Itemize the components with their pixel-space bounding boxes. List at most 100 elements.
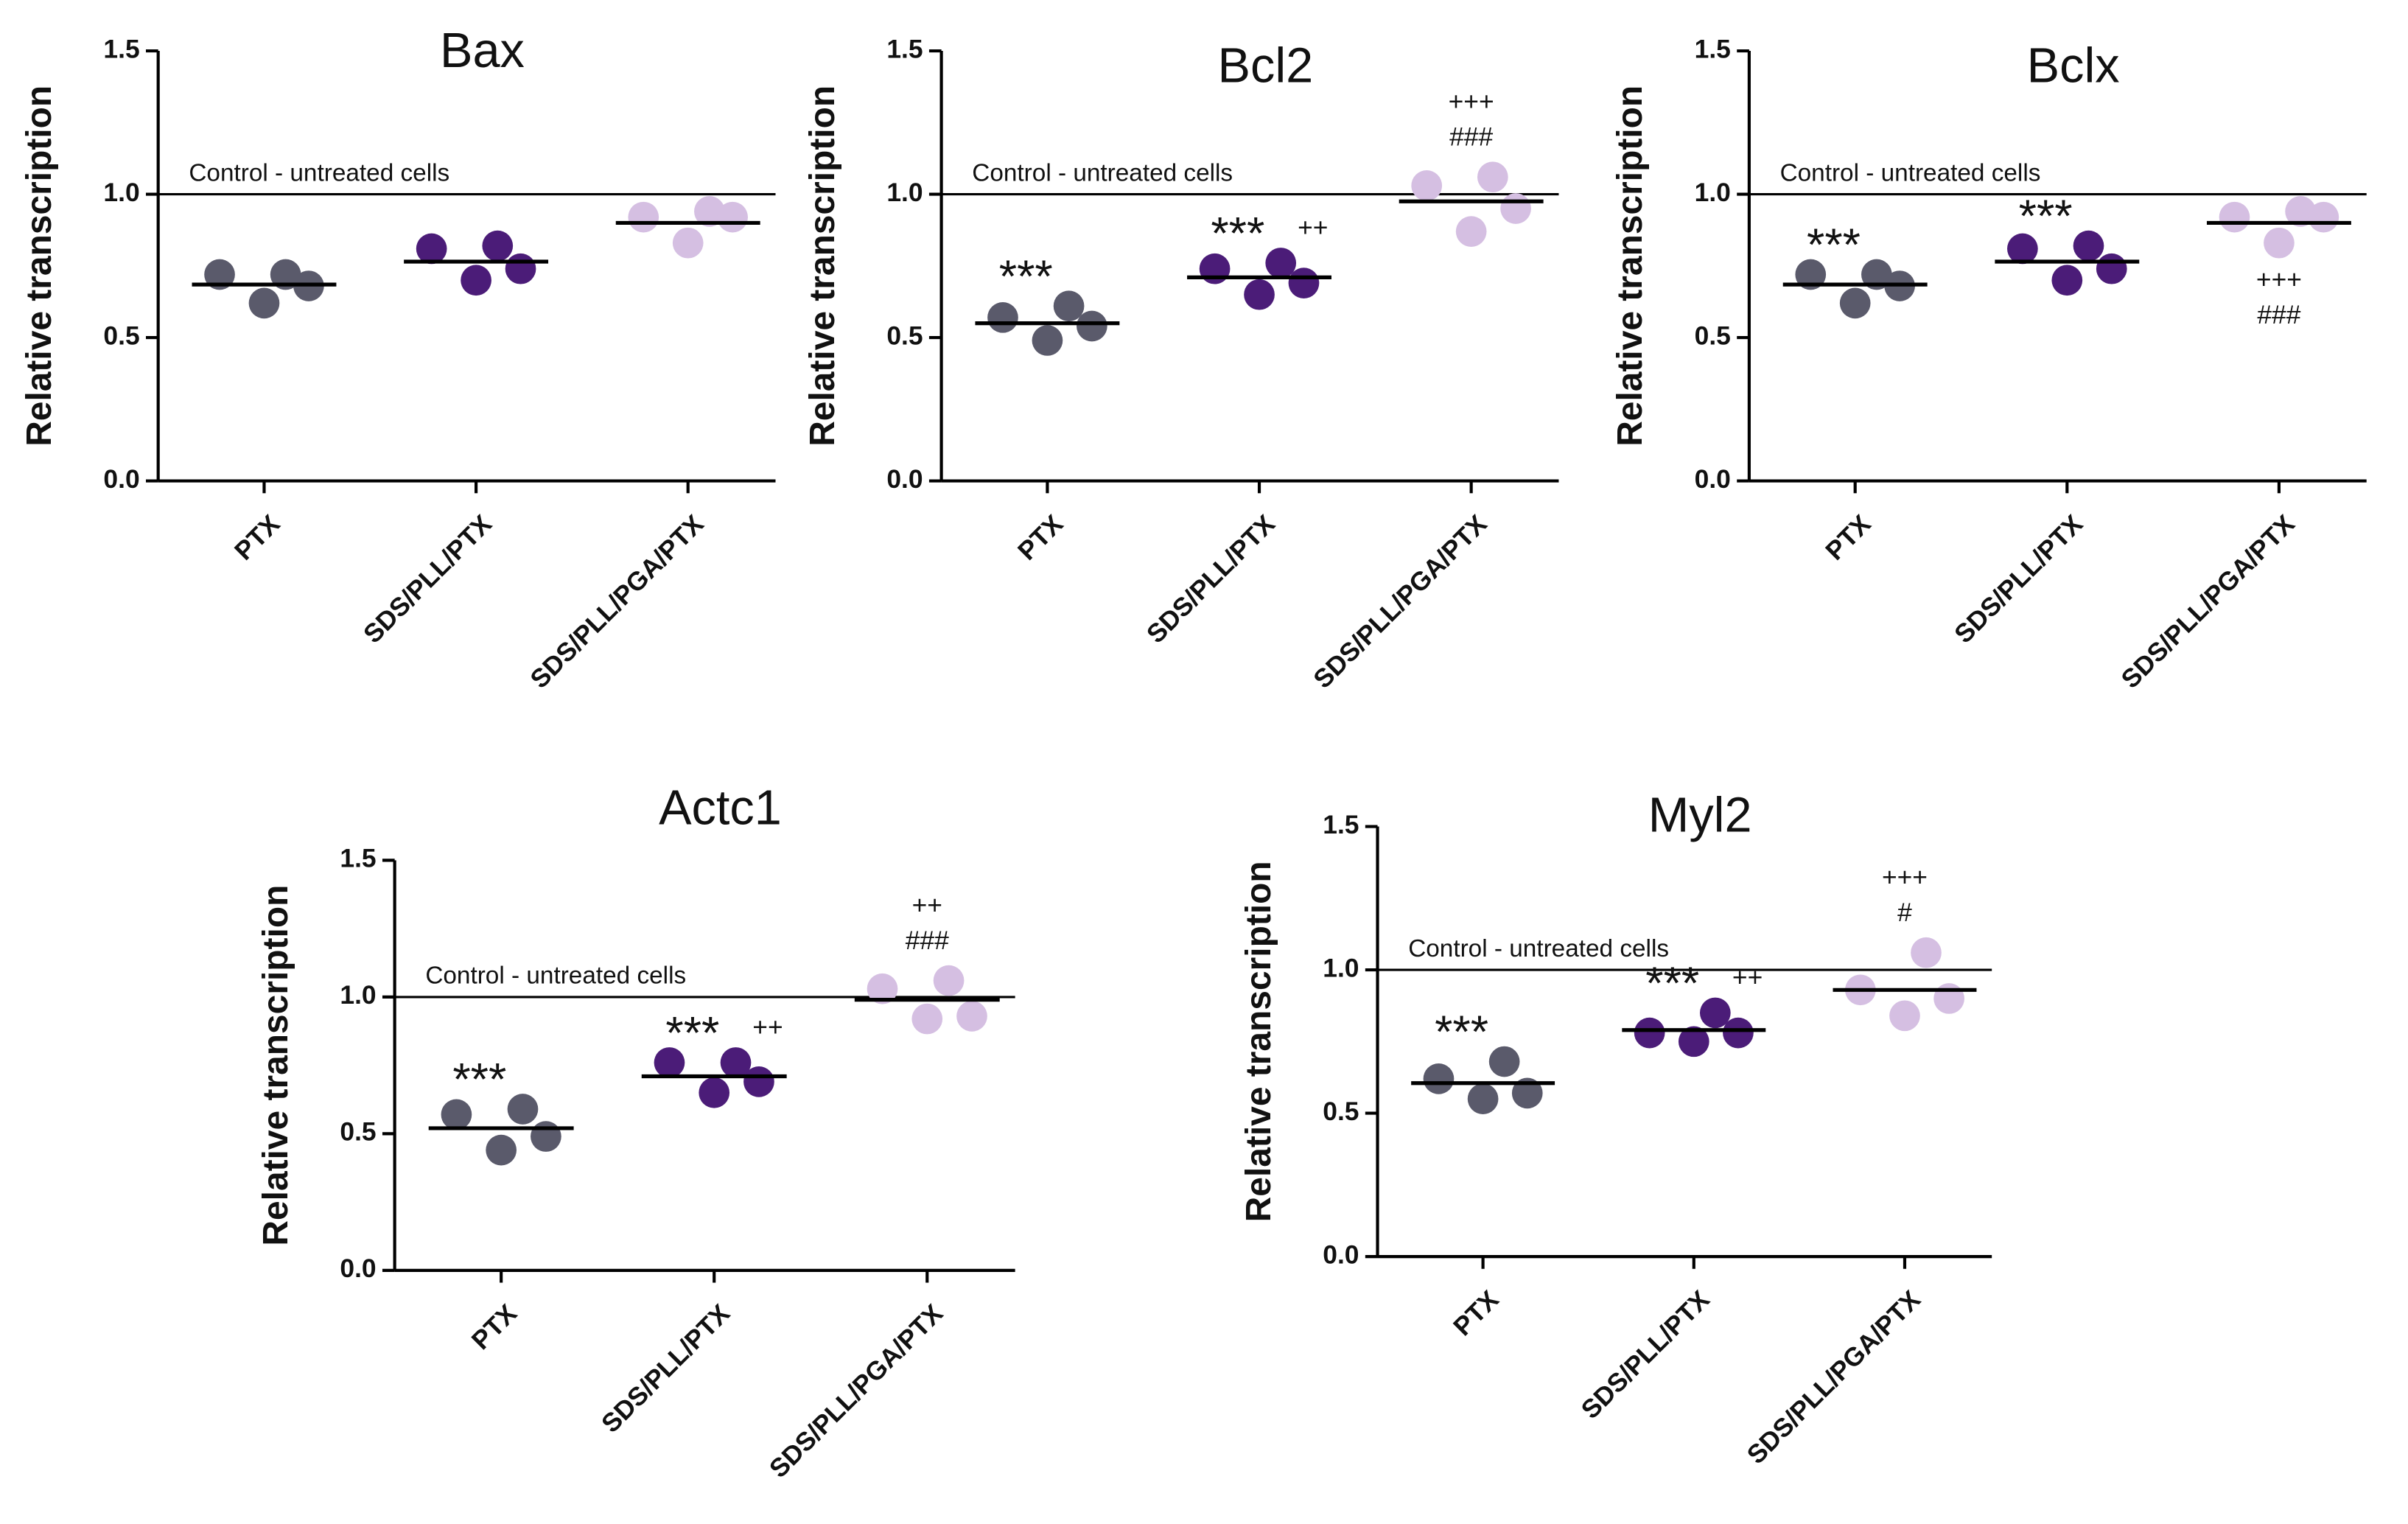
significance-label: ++ [752, 1012, 783, 1041]
data-point [956, 1001, 987, 1032]
data-point [1889, 1000, 1920, 1032]
data-point [1488, 1046, 1520, 1077]
data-point [1455, 216, 1487, 247]
data-point [717, 201, 748, 233]
data-point [2073, 230, 2104, 262]
significance-label: *** [1211, 208, 1264, 259]
y-tick-label: 0.5 [103, 321, 139, 350]
panel: Bcl2 Relative transcription 0.0 0.5 1.0 1.5 Co… [803, 34, 1559, 694]
reference-label: Control - untreated cells [972, 159, 1233, 186]
data-point [2096, 253, 2127, 284]
y-tick-label: 1.5 [886, 34, 923, 63]
significance-label: +++ [1882, 862, 1928, 892]
y-tick-label: 1.0 [1323, 953, 1359, 982]
data-point [1699, 997, 1731, 1029]
y-tick-label: 0.5 [886, 321, 923, 350]
data-point [628, 201, 659, 233]
significance-label: *** [2019, 191, 2073, 242]
data-point [505, 253, 536, 284]
reference-label: Control - untreated cells [425, 962, 686, 990]
data-point [654, 1047, 685, 1078]
x-tick-label: SDS/PLL/PGA/PTX [1308, 509, 1493, 694]
data-point [270, 259, 301, 290]
significance-label: # [1897, 898, 1912, 927]
y-axis-label: Relative transcription [1239, 861, 1278, 1222]
y-tick-label: 0.0 [1695, 464, 1731, 494]
data-point [1634, 1017, 1665, 1049]
x-tick-label: PTX [228, 509, 285, 566]
significance-label: *** [452, 1054, 506, 1105]
data-point [248, 287, 280, 319]
chart-title: Bax [440, 24, 525, 78]
data-point [694, 196, 725, 227]
data-point [1244, 279, 1275, 310]
y-tick-label: 0.5 [1695, 321, 1731, 350]
data-point [416, 233, 447, 265]
significance-label: *** [1435, 1007, 1488, 1058]
significance-label: *** [999, 251, 1053, 302]
data-point [2264, 227, 2295, 259]
data-point [672, 227, 704, 259]
chart-title: Actc1 [659, 780, 782, 835]
panel: Bclx Relative transcription 0.0 0.5 1.0 1.5 Co… [1611, 34, 2367, 694]
data-point [987, 301, 1018, 333]
data-point [2285, 196, 2316, 227]
chart-title: Bcl2 [1218, 39, 1314, 94]
data-point [1500, 193, 1531, 224]
data-point [1411, 170, 1443, 201]
data-point [482, 230, 514, 262]
y-tick-label: 0.5 [340, 1117, 376, 1147]
x-tick-label: SDS/PLL/PGA/PTX [525, 509, 710, 694]
y-tick-label: 1.0 [340, 980, 376, 1010]
chart-title: Bclx [2027, 39, 2120, 94]
y-tick-label: 0.0 [103, 464, 139, 494]
data-point [1511, 1077, 1543, 1109]
reference-label: Control - untreated cells [1408, 935, 1669, 962]
data-point [699, 1077, 730, 1108]
data-point [1265, 248, 1297, 279]
y-tick-label: 0.5 [1323, 1097, 1359, 1126]
panel: Actc1 Relative transcription 0.0 0.5 1.0 1.5 C… [256, 780, 1015, 1483]
y-axis-label: Relative transcription [20, 85, 59, 447]
data-point [1723, 1017, 1754, 1049]
significance-label: ### [2257, 300, 2300, 329]
data-point [2219, 201, 2250, 233]
data-point [1477, 161, 1508, 193]
significance-label: *** [1645, 958, 1699, 1010]
x-tick-label: SDS/PLL/PTX [1949, 509, 2089, 649]
y-tick-label: 1.0 [103, 178, 139, 207]
data-point [743, 1066, 774, 1097]
significance-label: ++ [1298, 212, 1328, 242]
x-tick-label: SDS/PLL/PTX [1141, 509, 1281, 649]
panel: Myl2 Relative transcription 0.0 0.5 1.0 1.5 Co… [1239, 789, 1992, 1469]
y-tick-label: 1.5 [340, 844, 376, 873]
data-point [1032, 325, 1063, 356]
chart-title: Myl2 [1648, 789, 1752, 843]
data-point [1423, 1063, 1455, 1094]
significance-label: ++ [1732, 962, 1763, 992]
data-point [1839, 287, 1871, 319]
data-point [1053, 290, 1085, 322]
significance-label: *** [665, 1007, 719, 1059]
significance-label: +++ [2256, 265, 2302, 294]
data-point [933, 965, 965, 996]
data-point [2051, 265, 2083, 296]
x-tick-label: PTX [1448, 1284, 1505, 1341]
data-point [461, 265, 491, 296]
y-axis-label: Relative transcription [1611, 85, 1650, 447]
data-point [486, 1134, 517, 1166]
data-point [531, 1121, 561, 1152]
x-tick-label: PTX [466, 1298, 522, 1355]
data-point [1077, 310, 1107, 342]
y-tick-label: 0.0 [886, 464, 923, 494]
reference-label: Control - untreated cells [189, 159, 449, 186]
data-point [1467, 1083, 1499, 1114]
data-point [1861, 259, 1892, 290]
data-point [911, 1003, 943, 1035]
y-axis-label: Relative transcription [803, 85, 842, 447]
x-tick-label: SDS/PLL/PTX [357, 509, 497, 649]
y-tick-label: 0.0 [340, 1254, 376, 1283]
data-point [507, 1094, 539, 1125]
